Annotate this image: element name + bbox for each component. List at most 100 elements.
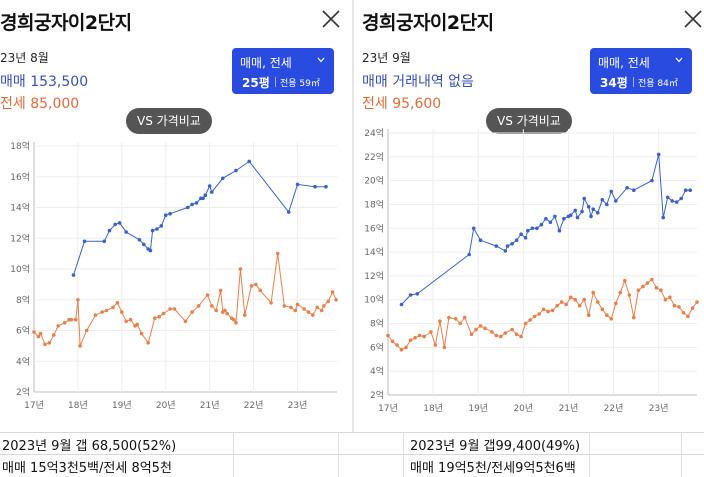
jeonse-series-point <box>490 330 494 334</box>
type-selector[interactable]: 매매, 전세 34평 전용 84㎡ <box>590 48 692 94</box>
jeonse-series-point <box>591 290 595 295</box>
jeonse-series-point <box>469 332 474 337</box>
jeonse-series-point <box>78 344 82 348</box>
sale-series-point <box>661 215 665 220</box>
jeonse-series-point <box>322 304 326 308</box>
sale-series-point <box>582 196 586 201</box>
y-tick-label: 18억 <box>10 140 30 152</box>
panel-divider <box>352 0 354 432</box>
trade-type-select[interactable]: 매매, 전세 <box>598 56 650 70</box>
jeonse-series-point <box>399 347 404 352</box>
jeonse-series-point <box>232 317 236 322</box>
jeonse-series-point <box>541 307 546 312</box>
jeonse-series-point <box>514 332 519 337</box>
sale-series-point <box>159 224 164 228</box>
jeonse-series-point <box>36 334 41 339</box>
jeonse-series-point <box>183 319 188 324</box>
sale-series-point <box>150 228 155 233</box>
close-icon[interactable] <box>682 8 704 30</box>
sale-series-point <box>102 239 107 244</box>
jeonse-series-point <box>681 311 686 315</box>
y-tick-label: 14억 <box>364 246 384 258</box>
complex-title: 경희궁자이2단지 <box>0 12 132 34</box>
x-tick-label: 19년 <box>468 403 488 414</box>
divider <box>275 77 276 87</box>
y-tick-label: 24억 <box>364 127 384 139</box>
jeonse-series-point <box>623 278 627 283</box>
sale-series-point <box>514 238 519 242</box>
sale-series-point <box>324 184 328 189</box>
jeonse-series-point <box>654 286 659 290</box>
jeonse-series-point <box>120 310 124 314</box>
sale-series-point <box>155 227 159 231</box>
sale-series-point <box>557 228 562 233</box>
sale-series-point <box>408 293 413 297</box>
jeonse-series-point <box>596 300 600 304</box>
jeonse-series-point <box>56 324 60 328</box>
pyeong-size[interactable]: 25평 <box>242 76 270 90</box>
trade-type-select[interactable]: 매매, 전세 <box>240 56 292 70</box>
price-chart: 2억 4억 6억 8억 10억 12억 14억 16억 18억 17년 18년 19년 20년 21년 22… <box>10 140 338 411</box>
jeonse-series-point <box>417 333 422 338</box>
sale-series-point <box>415 292 420 296</box>
jeonse-series-point <box>650 277 654 282</box>
vs-compare-button[interactable]: VS 가격비교 <box>486 108 572 134</box>
y-tick-label: 6억 <box>370 341 384 353</box>
table-divider <box>589 432 590 477</box>
y-tick-label: 2억 <box>370 389 384 401</box>
jeonse-series-point <box>573 297 577 302</box>
y-tick-label: 12억 <box>364 270 384 282</box>
y-tick-label: 6억 <box>16 325 30 337</box>
jeonse-series-point <box>609 317 614 321</box>
jeonse-series-point <box>447 315 451 320</box>
sale-series-point <box>137 238 142 242</box>
sale-series-point <box>163 213 168 217</box>
jeonse-series-point <box>462 315 467 320</box>
sale-series-point <box>679 196 683 201</box>
jeonse-series-point <box>686 314 690 319</box>
price-info-right: 매매 19억5천/전세9억5천6백 <box>410 461 576 476</box>
jeonse-series-point <box>404 345 408 350</box>
y-tick-label: 10억 <box>10 263 30 275</box>
sale-series-point <box>203 193 208 197</box>
sale-series-point <box>614 199 618 203</box>
x-tick-label: 18년 <box>68 400 88 411</box>
jeonse-series-point <box>210 304 214 308</box>
jeonse-series-point <box>334 298 338 302</box>
jeonse-series-point <box>172 307 177 311</box>
jeonse-series-point <box>69 317 74 322</box>
jeonse-series-point <box>433 343 438 347</box>
type-selector[interactable]: 매매, 전세 25평 전용 59㎡ <box>232 48 334 94</box>
jeonse-series-point <box>494 333 499 338</box>
sale-series-point <box>519 232 523 236</box>
sale-series-point <box>124 230 128 234</box>
sale-series-point <box>548 220 553 225</box>
jeonse-series-point <box>38 331 43 336</box>
x-tick-label: 18년 <box>423 403 443 414</box>
pyeong-size[interactable]: 34평 <box>600 76 628 90</box>
jeonse-series-point <box>458 321 462 326</box>
x-tick-label: 22년 <box>604 403 624 414</box>
jeonse-series-point <box>483 326 487 331</box>
sale-series-point <box>503 249 508 253</box>
x-tick-label: 19년 <box>112 400 132 411</box>
jeonse-series-point <box>478 324 483 328</box>
sale-series-point <box>168 211 172 216</box>
divider <box>633 77 634 87</box>
close-icon[interactable] <box>320 8 342 30</box>
sale-series-point <box>523 236 528 240</box>
jeonse-series-point <box>243 313 247 317</box>
vs-compare-button[interactable]: VS 가격비교 <box>126 108 212 134</box>
price-info-left: 매매 15억3천5백/전세 8억5천 <box>2 461 172 476</box>
left-panel: 경희궁자이2단지 23년 8월 매매 153,500 전세 85,000 매매,… <box>0 0 352 432</box>
jeonse-series-point <box>537 312 541 316</box>
sale-series-point <box>286 210 291 214</box>
jeonse-series-point <box>326 299 331 304</box>
sale-series-point <box>573 208 577 213</box>
sale-series-point <box>688 188 692 192</box>
jeonse-series-point <box>306 310 311 314</box>
jeonse-series-point <box>238 267 243 271</box>
x-tick-label: 21년 <box>559 403 579 414</box>
sale-series-point <box>221 176 225 181</box>
jeonse-series-point <box>196 304 201 308</box>
